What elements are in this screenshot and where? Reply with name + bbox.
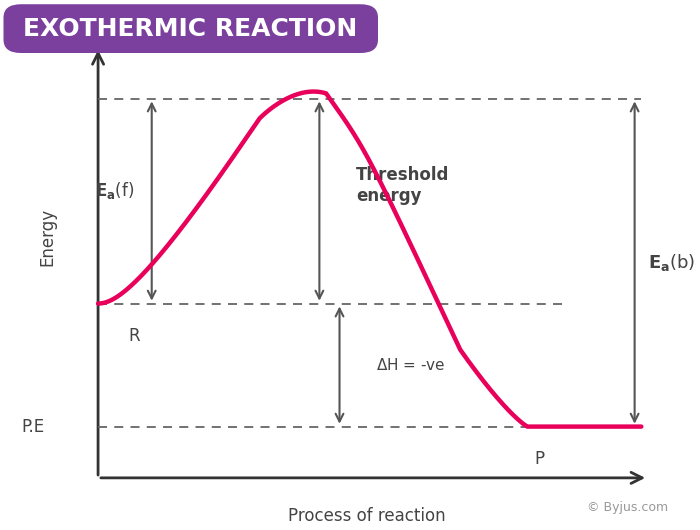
Text: Activated
complex: Activated complex	[281, 14, 371, 52]
Text: R: R	[128, 326, 140, 345]
Text: Process of reaction: Process of reaction	[288, 507, 445, 525]
Text: P.E: P.E	[21, 418, 44, 436]
Text: Energy: Energy	[38, 208, 57, 266]
Text: © Byjus.com: © Byjus.com	[587, 501, 668, 514]
Text: P: P	[534, 449, 544, 467]
Text: $\mathbf{E_a}$(f): $\mathbf{E_a}$(f)	[95, 180, 134, 201]
Text: $\mathbf{E_a}$(b): $\mathbf{E_a}$(b)	[648, 252, 695, 273]
Text: $\Delta$H = -ve: $\Delta$H = -ve	[377, 357, 446, 373]
Text: Threshold
energy: Threshold energy	[356, 166, 449, 205]
Text: EXOTHERMIC REACTION: EXOTHERMIC REACTION	[23, 16, 358, 41]
